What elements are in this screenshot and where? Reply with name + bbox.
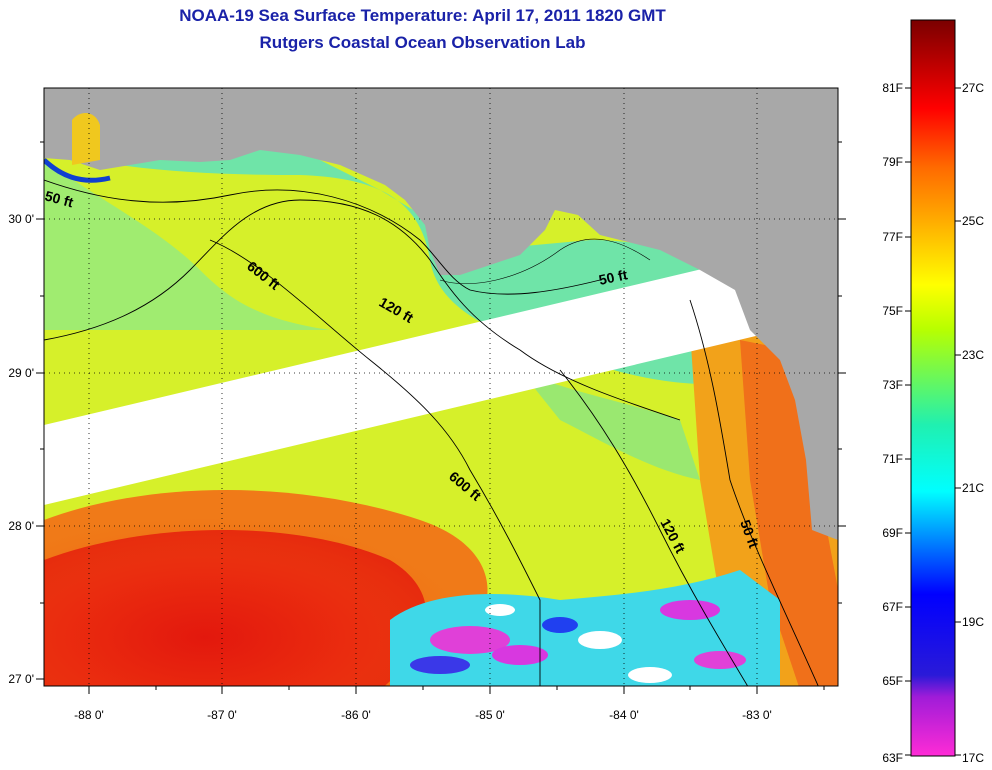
colorbar-f-label: 67F xyxy=(882,600,903,614)
lon-label: -86 0' xyxy=(341,708,371,722)
colorbar-c-label: 19C xyxy=(962,615,984,629)
colorbar-c-label: 17C xyxy=(962,751,984,765)
cloud-noise-region xyxy=(390,570,780,686)
colorbar-c-label: 23C xyxy=(962,348,984,362)
coastline-detail xyxy=(439,238,651,285)
lat-label: 30 0' xyxy=(8,212,34,226)
missing-data-swath xyxy=(44,260,760,505)
contour-120ft-south xyxy=(559,369,749,686)
contour-label: 50 ft xyxy=(597,266,629,288)
warm-coastal-core xyxy=(740,340,838,686)
lat-label: 29 0' xyxy=(8,366,34,380)
contour-600ft xyxy=(209,239,541,686)
chart-subtitle: Rutgers Coastal Ocean Observation Lab xyxy=(259,33,586,52)
cool-midshelf-water xyxy=(520,370,700,480)
colorbar-f-label: 79F xyxy=(882,155,903,169)
colorbar-f-label: 63F xyxy=(882,751,903,765)
plot-frame xyxy=(43,87,839,687)
coastal-cold-strip xyxy=(44,158,111,183)
lon-label: -83 0' xyxy=(742,708,772,722)
land-mask xyxy=(44,88,838,540)
colorbar-f-label: 65F xyxy=(882,674,903,688)
lon-label: -87 0' xyxy=(207,708,237,722)
bay-warm-water xyxy=(72,113,100,165)
colorbar-c-label: 27C xyxy=(962,81,984,95)
lon-label: -84 0' xyxy=(609,708,639,722)
colorbar-f-label: 81F xyxy=(882,81,903,95)
colorbar-c-label: 25C xyxy=(962,214,984,228)
contour-120ft-north xyxy=(44,199,681,421)
lat-label: 27 0' xyxy=(8,672,34,686)
colorbar xyxy=(910,19,956,757)
cool-western-water xyxy=(44,160,330,330)
contour-50ft-north xyxy=(44,179,601,295)
colorbar-f-label: 77F xyxy=(882,230,903,244)
lon-label: -88 0' xyxy=(74,708,104,722)
lat-label: 28 0' xyxy=(8,519,34,533)
colorbar-f-label: 73F xyxy=(882,378,903,392)
tick-marks xyxy=(36,141,846,694)
colorbar-ticks xyxy=(905,87,961,756)
chart-title: NOAA-19 Sea Surface Temperature: April 1… xyxy=(179,6,666,25)
lon-label: -85 0' xyxy=(475,708,505,722)
contour-label: 50 ft xyxy=(43,187,75,210)
colorbar-f-label: 75F xyxy=(882,304,903,318)
colorbar-f-label: 69F xyxy=(882,526,903,540)
contour-50ft-south xyxy=(689,299,819,686)
sst-image xyxy=(44,88,838,686)
colorbar-f-label: 71F xyxy=(882,452,903,466)
colorbar-c-label: 21C xyxy=(962,481,984,495)
